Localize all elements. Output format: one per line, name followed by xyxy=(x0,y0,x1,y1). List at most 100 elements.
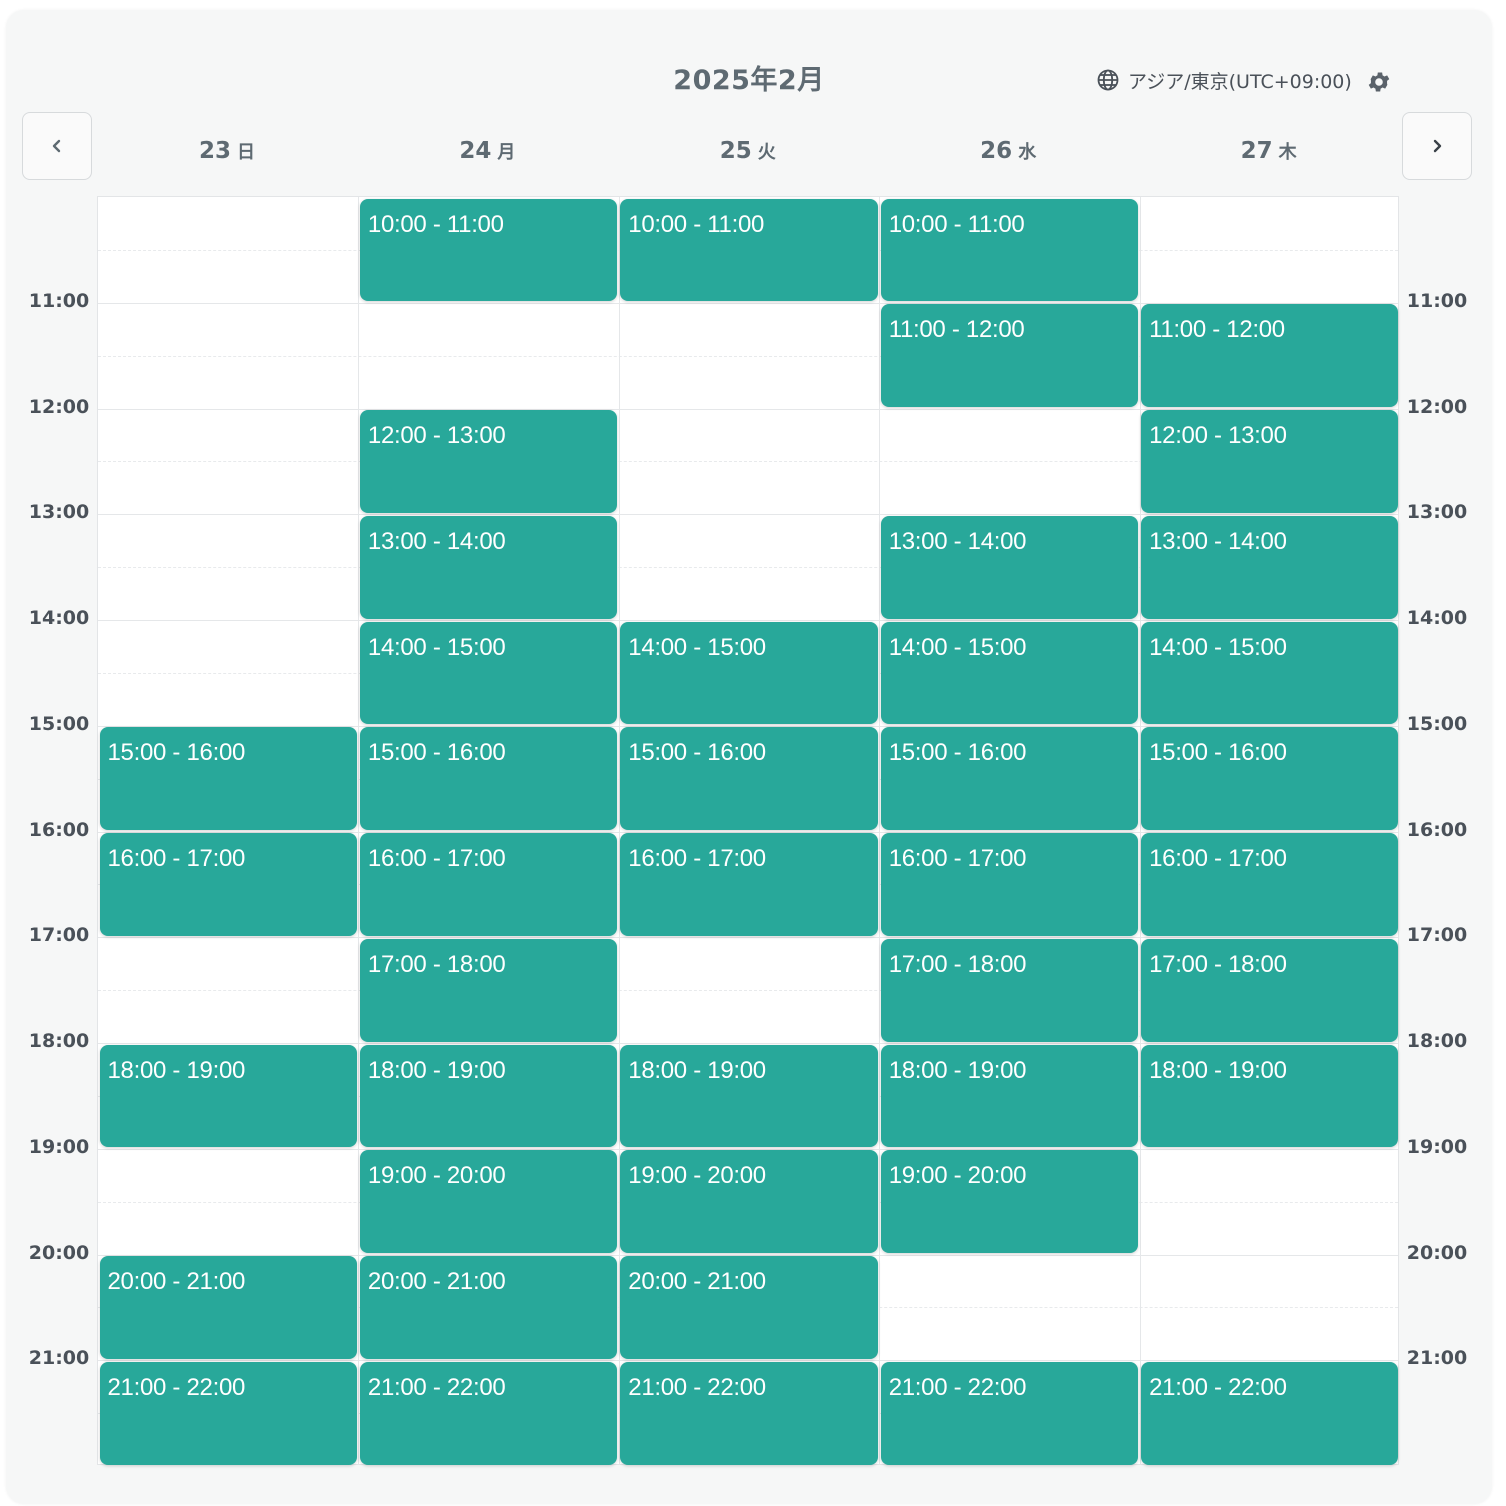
time-label-right: 18:00 xyxy=(1406,1030,1468,1052)
time-slot[interactable]: 19:00 - 20:00 xyxy=(880,1150,1139,1253)
time-slot[interactable]: 21:00 - 22:00 xyxy=(880,1361,1139,1465)
weekday-name: 月 xyxy=(497,142,516,163)
time-slot[interactable]: 19:00 - 20:00 xyxy=(359,1150,618,1253)
half-hour-line xyxy=(98,355,1398,357)
time-slot[interactable]: 11:00 - 12:00 xyxy=(880,304,1139,407)
month-title: 2025年2月 xyxy=(673,65,825,96)
time-label-right: 20:00 xyxy=(1406,1241,1468,1264)
weekday-name: 木 xyxy=(1278,142,1297,163)
day-number: 26 xyxy=(980,138,1013,164)
chevron-right-icon xyxy=(1433,139,1442,153)
time-slot[interactable]: 10:00 - 11:00 xyxy=(620,198,878,302)
time-slot[interactable]: 14:00 - 15:00 xyxy=(880,621,1139,725)
day-divider xyxy=(358,197,360,1464)
time-label-right: 12:00 xyxy=(1406,395,1468,418)
time-slot[interactable]: 16:00 - 17:00 xyxy=(359,833,618,936)
calendar-widget: 2025年2月 アジア/東京(UTC+09:00) 15:00 - 16:00 1… xyxy=(6,10,1492,1504)
time-slot[interactable]: 18:00 - 19:00 xyxy=(99,1044,357,1148)
time-slot[interactable]: 16:00 - 17:00 xyxy=(620,833,878,936)
hour-line xyxy=(98,831,1398,833)
day-header-25: 25 火 xyxy=(618,138,878,164)
time-slot[interactable]: 15:00 - 16:00 xyxy=(620,727,878,830)
prev-week-button[interactable] xyxy=(22,112,92,180)
time-label-right: 13:00 xyxy=(1406,501,1468,524)
time-slot[interactable]: 16:00 - 17:00 xyxy=(1141,833,1399,936)
time-slot[interactable]: 14:00 - 15:00 xyxy=(359,621,618,725)
hour-line xyxy=(98,937,1398,939)
time-slot[interactable]: 21:00 - 22:00 xyxy=(1141,1361,1399,1465)
time-slot[interactable]: 21:00 - 22:00 xyxy=(359,1361,618,1465)
time-slot[interactable]: 18:00 - 19:00 xyxy=(620,1044,878,1148)
time-label-right: 15:00 xyxy=(1406,712,1468,735)
weekday-name: 火 xyxy=(757,142,776,163)
half-hour-line xyxy=(98,567,1398,569)
time-slot[interactable]: 16:00 - 17:00 xyxy=(99,833,357,936)
time-label-right: 19:00 xyxy=(1406,1135,1468,1158)
hour-line xyxy=(98,1254,1398,1256)
day-divider xyxy=(618,197,620,1464)
time-slot[interactable]: 15:00 - 16:00 xyxy=(99,727,357,830)
time-slot[interactable]: 17:00 - 18:00 xyxy=(1141,938,1399,1042)
time-slot[interactable]: 15:00 - 16:00 xyxy=(359,727,618,830)
timezone-selector[interactable]: アジア/東京(UTC+09:00) xyxy=(1096,65,1392,95)
week-grid: 15:00 - 16:00 16:00 - 17:00 18:00 - 19:00 2… xyxy=(97,196,1399,1465)
timezone-label[interactable]: アジア/東京(UTC+09:00) xyxy=(1128,70,1352,93)
time-slot[interactable]: 18:00 - 19:00 xyxy=(1141,1044,1399,1148)
day-number: 23 xyxy=(198,138,231,164)
time-label-left: 21:00 xyxy=(28,1347,90,1370)
time-slot[interactable]: 21:00 - 22:00 xyxy=(99,1361,357,1465)
time-slot[interactable]: 13:00 - 14:00 xyxy=(359,515,618,619)
weekday-name: 水 xyxy=(1018,142,1037,163)
time-slot[interactable]: 13:00 - 14:00 xyxy=(880,515,1139,619)
time-slot[interactable]: 20:00 - 21:00 xyxy=(620,1256,878,1359)
half-hour-line xyxy=(98,461,1398,463)
time-slot[interactable]: 18:00 - 19:00 xyxy=(880,1044,1139,1148)
hour-line xyxy=(98,620,1398,621)
time-label-left: 18:00 xyxy=(28,1030,90,1052)
time-label-left: 19:00 xyxy=(28,1135,90,1158)
time-label-left: 17:00 xyxy=(28,924,90,947)
half-hour-line xyxy=(98,990,1398,992)
next-week-button[interactable] xyxy=(1402,112,1472,180)
time-slot[interactable]: 20:00 - 21:00 xyxy=(99,1256,357,1359)
hour-line xyxy=(98,1148,1398,1150)
day-header-23: 23 日 xyxy=(97,138,357,164)
time-slot[interactable]: 14:00 - 15:00 xyxy=(620,621,878,725)
chevron-left-icon xyxy=(52,139,61,153)
time-slot[interactable]: 12:00 - 13:00 xyxy=(1141,410,1399,513)
time-slot[interactable]: 10:00 - 11:00 xyxy=(359,198,618,302)
gear-icon[interactable] xyxy=(1366,69,1392,95)
time-label-right: 17:00 xyxy=(1406,924,1468,947)
time-label-left: 20:00 xyxy=(28,1241,90,1264)
time-slot[interactable]: 19:00 - 20:00 xyxy=(620,1150,878,1253)
time-slot[interactable]: 15:00 - 16:00 xyxy=(1141,727,1399,830)
hour-line xyxy=(98,302,1398,304)
time-label-right: 21:00 xyxy=(1406,1347,1468,1370)
time-slot[interactable]: 13:00 - 14:00 xyxy=(1141,515,1399,619)
time-label-left: 15:00 xyxy=(28,712,90,735)
time-slot[interactable]: 20:00 - 21:00 xyxy=(359,1256,618,1359)
hour-line xyxy=(98,1360,1398,1362)
globe-icon xyxy=(1097,69,1119,91)
time-slot[interactable]: 11:00 - 12:00 xyxy=(1141,304,1399,407)
time-slot[interactable]: 17:00 - 18:00 xyxy=(359,938,618,1042)
time-slot[interactable]: 21:00 - 22:00 xyxy=(620,1361,878,1465)
time-slot[interactable]: 10:00 - 11:00 xyxy=(880,198,1139,302)
time-slot[interactable]: 18:00 - 19:00 xyxy=(359,1044,618,1148)
time-label-left: 16:00 xyxy=(28,818,90,841)
time-label-right: 11:00 xyxy=(1406,289,1468,312)
time-slot[interactable]: 17:00 - 18:00 xyxy=(880,938,1139,1042)
time-slot[interactable]: 16:00 - 17:00 xyxy=(880,833,1139,936)
hour-line xyxy=(98,408,1398,410)
time-slot[interactable]: 15:00 - 16:00 xyxy=(880,727,1139,830)
time-slot[interactable]: 12:00 - 13:00 xyxy=(359,410,618,513)
day-divider xyxy=(879,197,881,1464)
hour-line xyxy=(98,725,1398,727)
day-number: 25 xyxy=(719,138,752,164)
day-header-27: 27 木 xyxy=(1139,138,1399,164)
day-number: 27 xyxy=(1240,138,1273,164)
time-label-left: 13:00 xyxy=(28,501,90,524)
time-label-left: 12:00 xyxy=(28,395,90,418)
time-slot[interactable]: 14:00 - 15:00 xyxy=(1141,621,1399,725)
hour-line xyxy=(98,514,1398,516)
